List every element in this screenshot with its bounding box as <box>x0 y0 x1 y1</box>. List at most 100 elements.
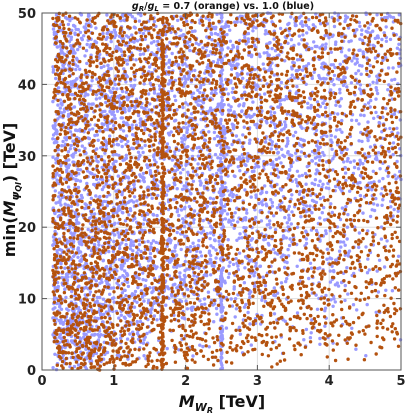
blue-point <box>331 63 335 67</box>
blue-point <box>94 93 99 97</box>
blue-point <box>368 214 373 219</box>
blue-point <box>90 333 94 337</box>
blue-point <box>112 124 116 128</box>
blue-point <box>276 175 280 179</box>
blue-point <box>76 64 80 69</box>
blue-point <box>55 178 59 182</box>
blue-point <box>105 350 110 355</box>
orange-point <box>312 266 317 270</box>
blue-point <box>304 237 309 241</box>
blue-point <box>233 315 237 319</box>
blue-point <box>119 336 123 340</box>
blue-point <box>152 153 156 157</box>
blue-point <box>392 207 396 212</box>
blue-point <box>132 183 136 187</box>
blue-point <box>300 126 304 130</box>
blue-point <box>149 245 153 249</box>
orange-point <box>344 319 348 324</box>
blue-point <box>198 86 203 90</box>
orange-point <box>328 96 332 101</box>
blue-point <box>185 127 190 132</box>
blue-point <box>318 154 322 159</box>
blue-point <box>352 165 357 170</box>
orange-point <box>389 115 394 119</box>
blue-point <box>384 39 389 43</box>
blue-point <box>214 306 219 311</box>
blue-point <box>304 23 309 27</box>
blue-point <box>64 138 69 142</box>
blue-point <box>260 298 264 302</box>
blue-point <box>69 204 74 209</box>
blue-point <box>358 24 362 28</box>
blue-point <box>238 169 242 173</box>
blue-point <box>245 211 249 215</box>
blue-point <box>397 13 401 17</box>
blue-point <box>195 173 199 177</box>
blue-point <box>113 233 117 237</box>
blue-point <box>60 103 64 107</box>
blue-point <box>240 236 244 240</box>
blue-point <box>396 131 400 135</box>
blue-point <box>219 117 223 122</box>
blue-point <box>107 249 111 254</box>
blue-point <box>298 189 302 194</box>
blue-point <box>278 102 283 107</box>
blue-point <box>216 156 220 160</box>
blue-point <box>350 118 354 123</box>
blue-point <box>269 162 273 166</box>
blue-point <box>372 116 376 121</box>
blue-point <box>230 142 234 147</box>
blue-point <box>212 137 217 141</box>
blue-point <box>210 38 214 42</box>
blue-point <box>115 87 119 91</box>
blue-point <box>139 249 143 254</box>
blue-point <box>181 63 185 67</box>
blue-point <box>141 222 146 226</box>
blue-point <box>354 347 358 351</box>
blue-point <box>55 140 59 144</box>
blue-point <box>364 245 368 249</box>
blue-point <box>301 23 305 27</box>
blue-point <box>105 31 109 36</box>
blue-point <box>146 185 151 189</box>
orange-point <box>210 81 214 85</box>
blue-point <box>138 319 143 324</box>
blue-point <box>76 255 80 259</box>
blue-point <box>342 160 346 164</box>
blue-point <box>91 207 96 211</box>
blue-point <box>263 283 268 288</box>
orange-point <box>170 71 174 75</box>
blue-point <box>71 152 76 156</box>
orange-point <box>103 285 107 289</box>
blue-point <box>284 236 288 240</box>
orange-point <box>201 244 205 248</box>
blue-point <box>279 281 284 285</box>
blue-point <box>182 280 186 284</box>
orange-point <box>122 30 126 35</box>
blue-point <box>360 38 365 43</box>
blue-point <box>155 213 159 218</box>
orange-point <box>246 168 250 172</box>
blue-point <box>229 163 233 167</box>
blue-point <box>179 299 184 304</box>
blue-point <box>373 56 378 60</box>
blue-point <box>391 15 396 20</box>
blue-point <box>166 131 171 135</box>
blue-point <box>206 290 211 294</box>
orange-point <box>151 83 155 87</box>
orange-point <box>93 222 98 227</box>
orange-point <box>226 247 230 251</box>
blue-point <box>65 170 69 174</box>
blue-point <box>215 105 220 109</box>
blue-point <box>328 116 332 121</box>
blue-point <box>148 251 153 256</box>
blue-point <box>312 199 316 203</box>
blue-point <box>128 247 133 251</box>
blue-point <box>367 154 372 158</box>
orange-point <box>233 299 237 304</box>
blue-point <box>196 162 200 166</box>
blue-point <box>192 274 196 278</box>
blue-point <box>96 240 101 244</box>
blue-point <box>66 165 71 170</box>
orange-point <box>66 228 71 233</box>
